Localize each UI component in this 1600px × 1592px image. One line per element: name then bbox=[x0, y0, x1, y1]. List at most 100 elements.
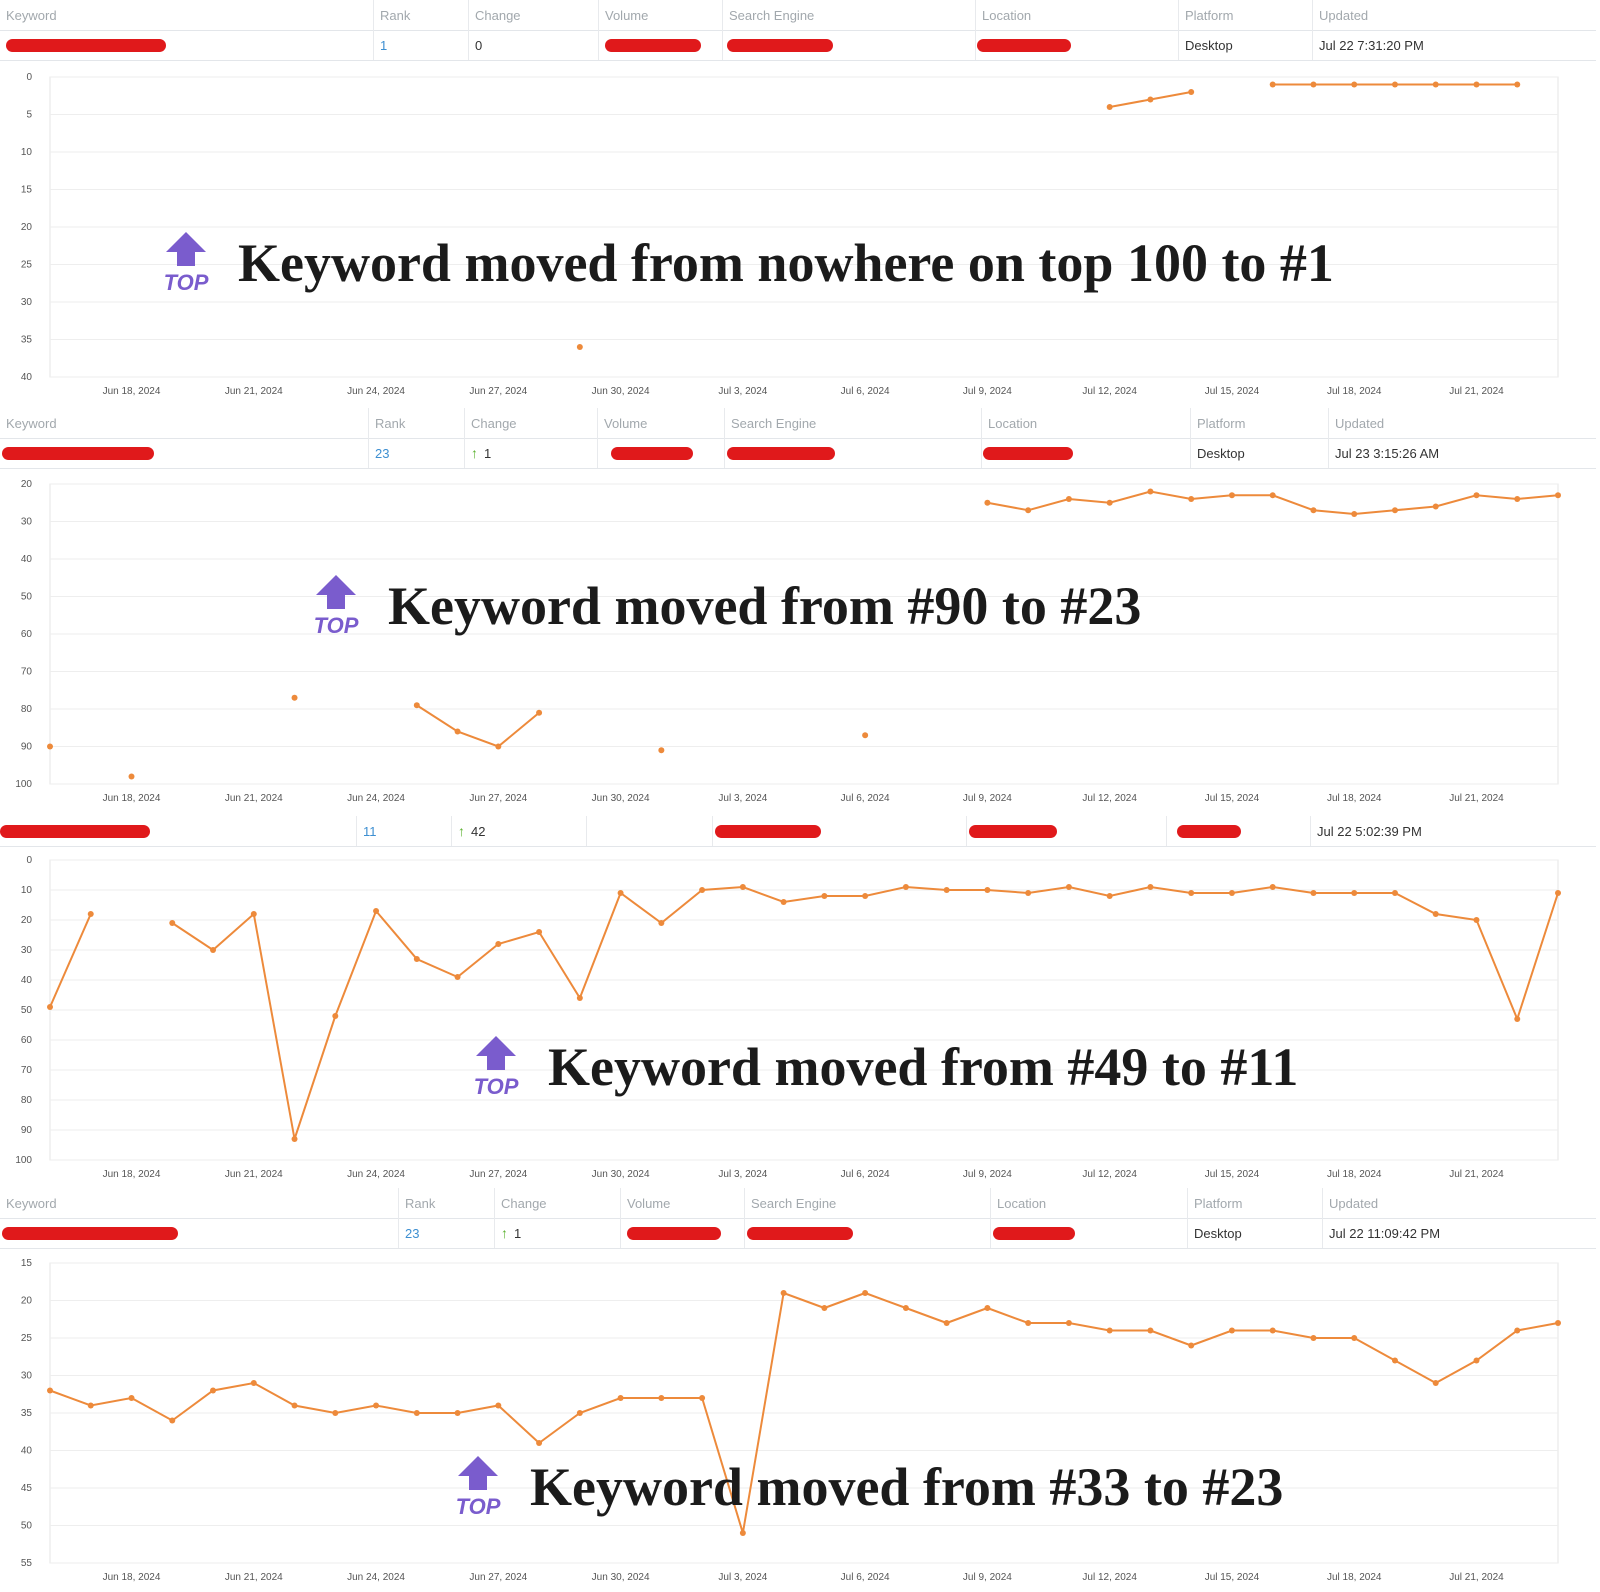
x-tick-label: Jul 9, 2024 bbox=[963, 1572, 1012, 1583]
cell-location bbox=[966, 816, 1166, 846]
column-header-volume[interactable]: Volume bbox=[620, 1188, 744, 1218]
column-header-change[interactable]: Change bbox=[468, 0, 598, 30]
y-tick-label: 10 bbox=[21, 147, 33, 158]
cell-location bbox=[990, 1218, 1187, 1248]
y-tick-label: 30 bbox=[21, 517, 33, 528]
column-header-volume[interactable]: Volume bbox=[598, 0, 722, 30]
column-header-rank[interactable]: Rank bbox=[368, 408, 464, 438]
annotation-text: Keyword moved from nowhere on top 100 to… bbox=[238, 233, 1334, 293]
column-header-keyword[interactable]: Keyword bbox=[6, 415, 57, 431]
y-tick-label: 70 bbox=[21, 1065, 33, 1076]
column-header-search-engine[interactable]: Search Engine bbox=[724, 408, 981, 438]
rank-data-point bbox=[1065, 496, 1072, 502]
x-tick-label: Jun 30, 2024 bbox=[592, 793, 650, 804]
rank-data-point bbox=[1025, 1320, 1032, 1326]
rank-data-point bbox=[1473, 917, 1480, 923]
x-tick-label: Jul 3, 2024 bbox=[718, 1169, 767, 1180]
column-header-updated[interactable]: Updated bbox=[1328, 408, 1596, 438]
rank-data-point bbox=[739, 1530, 746, 1536]
x-tick-label: Jun 27, 2024 bbox=[469, 793, 527, 804]
column-header-location[interactable]: Location bbox=[975, 0, 1178, 30]
redaction-mark bbox=[727, 38, 833, 52]
cell-platform: Desktop bbox=[1178, 30, 1312, 60]
column-header-location[interactable]: Location bbox=[981, 408, 1190, 438]
change-value: 0 bbox=[475, 37, 483, 53]
column-header-platform[interactable]: Platform bbox=[1190, 408, 1328, 438]
rank-data-point bbox=[984, 499, 991, 506]
rank-data-point bbox=[536, 709, 543, 716]
x-tick-label: Jul 15, 2024 bbox=[1205, 1572, 1260, 1583]
rank-data-point bbox=[658, 747, 665, 754]
column-header-updated[interactable]: Updated bbox=[1312, 0, 1596, 30]
change-value: 1 bbox=[514, 1225, 522, 1241]
rank-data-point bbox=[291, 1402, 298, 1409]
x-tick-label: Jun 30, 2024 bbox=[592, 1572, 650, 1583]
column-header-location[interactable]: Location bbox=[990, 1188, 1187, 1218]
x-tick-label: Jul 6, 2024 bbox=[841, 1572, 890, 1583]
y-tick-label: 50 bbox=[21, 592, 33, 603]
rank-data-point bbox=[576, 1410, 583, 1416]
annotation: TOP Keyword moved from #49 to #11 bbox=[468, 1036, 1298, 1099]
redaction-mark bbox=[993, 1226, 1075, 1240]
rank-data-point bbox=[1310, 507, 1317, 514]
redaction-mark bbox=[2, 446, 154, 460]
rank-data-point bbox=[1310, 890, 1317, 896]
rank-link[interactable]: 23 bbox=[405, 1225, 420, 1241]
cell-volume bbox=[586, 816, 712, 846]
rank-data-point bbox=[373, 1402, 380, 1409]
purple-top-arrow-icon: TOP bbox=[158, 232, 214, 295]
redaction-mark bbox=[627, 1226, 721, 1240]
rank-data-point bbox=[1432, 81, 1439, 88]
column-header-platform[interactable]: Platform bbox=[1187, 1188, 1322, 1218]
x-tick-label: Jul 15, 2024 bbox=[1205, 793, 1260, 804]
rank-data-point bbox=[332, 1013, 339, 1019]
column-header-search-engine[interactable]: Search Engine bbox=[744, 1188, 990, 1218]
rank-data-point bbox=[617, 1395, 624, 1401]
purple-top-arrow-icon: TOP bbox=[468, 1036, 524, 1099]
column-header-change[interactable]: Change bbox=[494, 1188, 620, 1218]
column-header-volume[interactable]: Volume bbox=[597, 408, 724, 438]
cell-platform bbox=[1166, 816, 1310, 846]
y-tick-label: 25 bbox=[21, 1333, 33, 1344]
rank-data-point bbox=[1351, 1335, 1358, 1341]
top-arrow-graphic: TOP bbox=[456, 1456, 501, 1519]
x-tick-label: Jun 24, 2024 bbox=[347, 386, 405, 397]
rank-data-point bbox=[1269, 884, 1276, 890]
column-header-platform[interactable]: Platform bbox=[1178, 0, 1312, 30]
rank-data-point bbox=[1514, 1327, 1521, 1334]
cell-search-engine bbox=[722, 30, 975, 60]
annotation: TOP Keyword moved from #90 to #23 bbox=[308, 575, 1141, 638]
cell-platform: Desktop bbox=[1190, 438, 1328, 468]
rank-link[interactable]: 11 bbox=[363, 823, 377, 839]
rank-data-point bbox=[250, 911, 257, 917]
rank-data-point bbox=[47, 1387, 53, 1394]
y-tick-label: 45 bbox=[21, 1483, 33, 1494]
rank-data-point bbox=[1269, 81, 1276, 88]
column-header-updated[interactable]: Updated bbox=[1322, 1188, 1596, 1218]
column-header-rank[interactable]: Rank bbox=[373, 0, 468, 30]
column-header-keyword[interactable]: Keyword bbox=[6, 7, 57, 23]
cell-change: ↑ 42 bbox=[451, 816, 586, 846]
rank-link[interactable]: 23 bbox=[375, 445, 390, 461]
rank-history-chart: 15 20 25 30 35 40 45 50 55 Jun 18, 2024 Jun 21, 20… bbox=[21, 1258, 1561, 1583]
rank-data-point bbox=[291, 1136, 298, 1142]
column-header-keyword[interactable]: Keyword bbox=[6, 1195, 57, 1211]
redaction-mark bbox=[969, 824, 1057, 838]
rank-data-point bbox=[373, 908, 380, 914]
y-tick-label: 25 bbox=[21, 260, 33, 271]
x-tick-label: Jul 6, 2024 bbox=[841, 1169, 890, 1180]
column-header-search-engine[interactable]: Search Engine bbox=[722, 0, 975, 30]
rank-data-point bbox=[780, 899, 787, 905]
rank-data-point bbox=[1514, 496, 1521, 502]
rank-link[interactable]: 1 bbox=[380, 37, 388, 53]
cell-volume bbox=[598, 30, 722, 60]
column-header-rank[interactable]: Rank bbox=[398, 1188, 494, 1218]
x-tick-label: Jun 27, 2024 bbox=[469, 1572, 527, 1583]
y-tick-label: 20 bbox=[21, 222, 33, 233]
rank-data-point bbox=[169, 920, 176, 926]
rank-series-line bbox=[49, 1291, 1559, 1534]
rank-data-point bbox=[210, 1387, 217, 1394]
rank-data-point bbox=[210, 947, 217, 953]
column-header-change[interactable]: Change bbox=[464, 408, 597, 438]
y-tick-label: 55 bbox=[21, 1558, 33, 1569]
